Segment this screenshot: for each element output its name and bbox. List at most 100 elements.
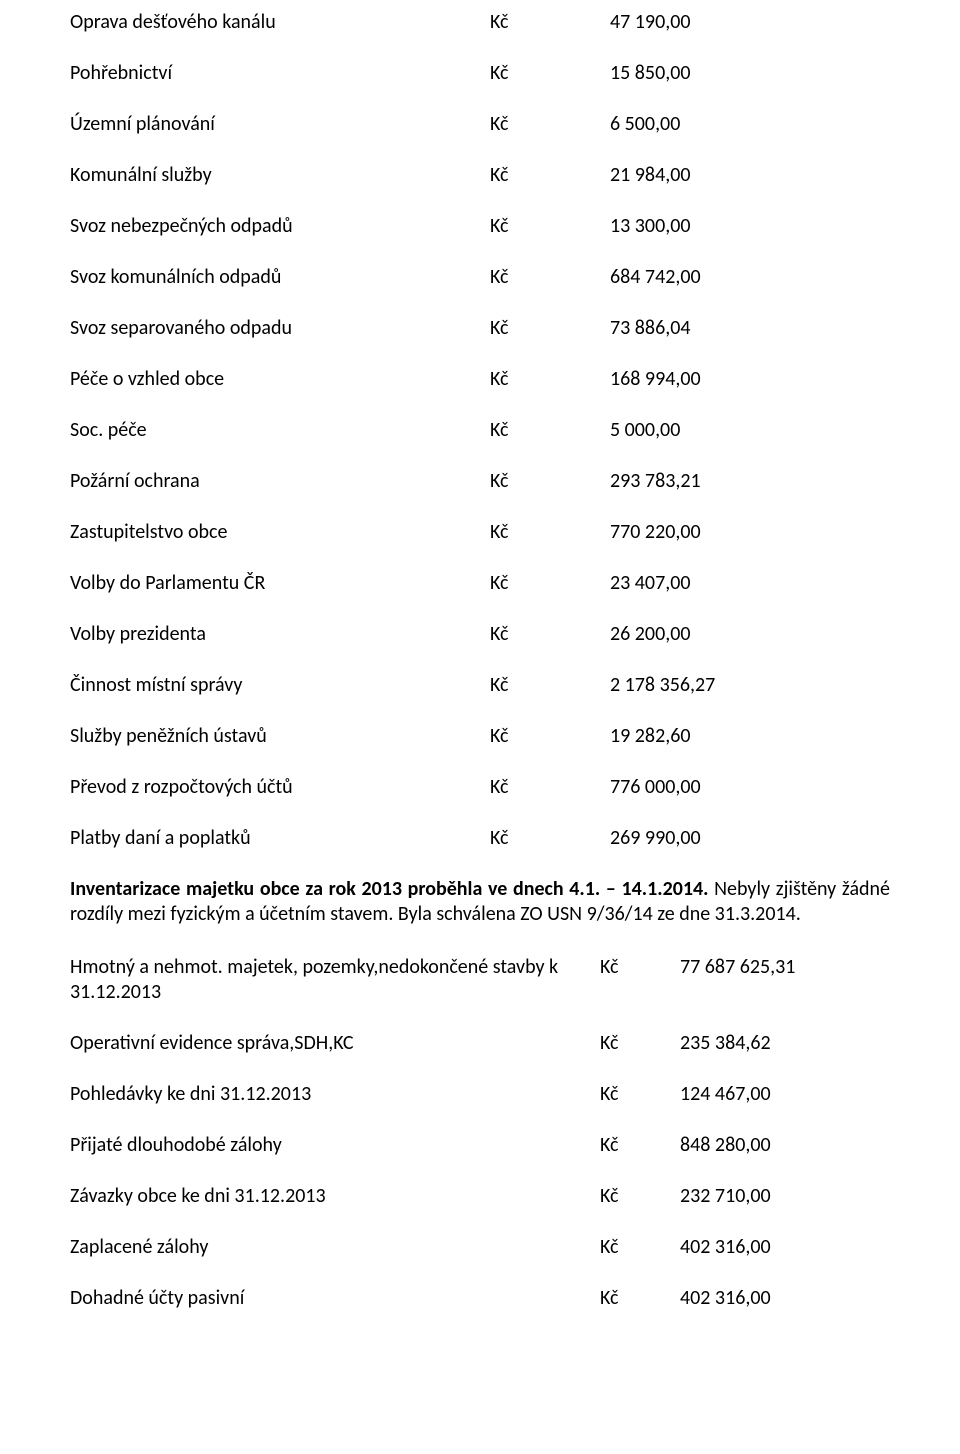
asset-value: 848 280,00 <box>660 1133 890 1158</box>
expense-label: Volby do Parlamentu ČR <box>70 571 490 596</box>
expense-label: Volby prezidenta <box>70 622 490 647</box>
asset-row: Přijaté dlouhodobé zálohyKč848 280,00 <box>70 1133 890 1158</box>
expense-row: Volby prezidentaKč26 200,00 <box>70 622 890 647</box>
expense-value: 26 200,00 <box>590 622 890 647</box>
asset-row: Operativní evidence správa,SDH,KCKč235 3… <box>70 1031 890 1056</box>
expense-value: 21 984,00 <box>590 163 890 188</box>
expense-row: Volby do Parlamentu ČRKč23 407,00 <box>70 571 890 596</box>
expense-row: Služby peněžních ústavůKč19 282,60 <box>70 724 890 749</box>
expense-value: 293 783,21 <box>590 469 890 494</box>
expense-value: 6 500,00 <box>590 112 890 137</box>
expense-row: Oprava dešťového kanáluKč47 190,00 <box>70 10 890 35</box>
expense-label: Komunální služby <box>70 163 490 188</box>
expense-value: 19 282,60 <box>590 724 890 749</box>
expense-label: Svoz nebezpečných odpadů <box>70 214 490 239</box>
expense-row: Komunální službyKč21 984,00 <box>70 163 890 188</box>
currency-label: Kč <box>490 10 590 35</box>
asset-label: Operativní evidence správa,SDH,KC <box>70 1031 600 1056</box>
asset-row: Dohadné účty pasivníKč402 316,00 <box>70 1286 890 1311</box>
expense-value: 770 220,00 <box>590 520 890 545</box>
expense-row: Péče o vzhled obceKč168 994,00 <box>70 367 890 392</box>
expense-row: Převod z rozpočtových účtůKč776 000,00 <box>70 775 890 800</box>
currency-label: Kč <box>490 316 590 341</box>
expense-label: Požární ochrana <box>70 469 490 494</box>
expense-label: Svoz separovaného odpadu <box>70 316 490 341</box>
expense-value: 23 407,00 <box>590 571 890 596</box>
expense-row: PohřebnictvíKč15 850,00 <box>70 61 890 86</box>
expense-row: Činnost místní správyKč2 178 356,27 <box>70 673 890 698</box>
assets-rows: Operativní evidence správa,SDH,KCKč235 3… <box>70 1031 890 1311</box>
assets-header-row: Hmotný a nehmot. majetek, pozemky,nedoko… <box>70 955 890 1005</box>
currency-label: Kč <box>490 61 590 86</box>
asset-row: Pohledávky ke dni 31.12.2013Kč124 467,00 <box>70 1082 890 1107</box>
expense-row: Požární ochranaKč293 783,21 <box>70 469 890 494</box>
asset-row: Závazky obce ke dni 31.12.2013Kč232 710,… <box>70 1184 890 1209</box>
asset-label: Přijaté dlouhodobé zálohy <box>70 1133 600 1158</box>
asset-label: Dohadné účty pasivní <box>70 1286 600 1311</box>
inventory-bold-lead: Inventarizace majetku obce za rok 2013 p… <box>70 877 708 901</box>
currency-label: Kč <box>600 1082 660 1107</box>
currency-label: Kč <box>600 955 660 1005</box>
currency-label: Kč <box>490 469 590 494</box>
currency-label: Kč <box>600 1286 660 1311</box>
currency-label: Kč <box>600 1184 660 1209</box>
expense-label: Svoz komunálních odpadů <box>70 265 490 290</box>
expense-value: 73 886,04 <box>590 316 890 341</box>
expense-row: Soc. péčeKč5 000,00 <box>70 418 890 443</box>
expense-value: 13 300,00 <box>590 214 890 239</box>
currency-label: Kč <box>490 520 590 545</box>
expense-label: Platby daní a poplatků <box>70 826 490 851</box>
asset-label: Pohledávky ke dni 31.12.2013 <box>70 1082 600 1107</box>
asset-value: 124 467,00 <box>660 1082 890 1107</box>
expense-label: Převod z rozpočtových účtů <box>70 775 490 800</box>
expense-value: 269 990,00 <box>590 826 890 851</box>
expense-value: 2 178 356,27 <box>590 673 890 698</box>
expense-row: Svoz komunálních odpadůKč684 742,00 <box>70 265 890 290</box>
expense-label: Činnost místní správy <box>70 673 490 698</box>
expense-row: Svoz nebezpečných odpadůKč13 300,00 <box>70 214 890 239</box>
currency-label: Kč <box>490 418 590 443</box>
asset-value: 235 384,62 <box>660 1031 890 1056</box>
inventory-paragraph: Inventarizace majetku obce za rok 2013 p… <box>70 877 890 927</box>
expense-row: Územní plánováníKč6 500,00 <box>70 112 890 137</box>
currency-label: Kč <box>490 673 590 698</box>
currency-label: Kč <box>490 622 590 647</box>
expense-value: 684 742,00 <box>590 265 890 290</box>
expense-label: Zastupitelstvo obce <box>70 520 490 545</box>
asset-label: Zaplacené zálohy <box>70 1235 600 1260</box>
asset-value: 402 316,00 <box>660 1286 890 1311</box>
currency-label: Kč <box>490 265 590 290</box>
expense-label: Služby peněžních ústavů <box>70 724 490 749</box>
assets-header-label: Hmotný a nehmot. majetek, pozemky,nedoko… <box>70 955 600 1005</box>
currency-label: Kč <box>600 1133 660 1158</box>
expense-value: 47 190,00 <box>590 10 890 35</box>
currency-label: Kč <box>600 1235 660 1260</box>
currency-label: Kč <box>490 775 590 800</box>
assets-header-value: 77 687 625,31 <box>660 955 890 1005</box>
expense-label: Územní plánování <box>70 112 490 137</box>
currency-label: Kč <box>490 163 590 188</box>
expense-row: Zastupitelstvo obceKč770 220,00 <box>70 520 890 545</box>
expense-label: Pohřebnictví <box>70 61 490 86</box>
asset-value: 402 316,00 <box>660 1235 890 1260</box>
currency-label: Kč <box>490 826 590 851</box>
expense-row: Platby daní a poplatkůKč269 990,00 <box>70 826 890 851</box>
asset-value: 232 710,00 <box>660 1184 890 1209</box>
currency-label: Kč <box>490 367 590 392</box>
expense-value: 168 994,00 <box>590 367 890 392</box>
expense-label: Soc. péče <box>70 418 490 443</box>
expense-items: Oprava dešťového kanáluKč47 190,00Pohřeb… <box>70 10 890 851</box>
expense-value: 776 000,00 <box>590 775 890 800</box>
asset-row: Zaplacené zálohyKč402 316,00 <box>70 1235 890 1260</box>
expense-label: Oprava dešťového kanálu <box>70 10 490 35</box>
currency-label: Kč <box>490 724 590 749</box>
expense-value: 15 850,00 <box>590 61 890 86</box>
currency-label: Kč <box>600 1031 660 1056</box>
asset-label: Závazky obce ke dni 31.12.2013 <box>70 1184 600 1209</box>
expense-value: 5 000,00 <box>590 418 890 443</box>
currency-label: Kč <box>490 571 590 596</box>
currency-label: Kč <box>490 214 590 239</box>
expense-row: Svoz separovaného odpaduKč73 886,04 <box>70 316 890 341</box>
expense-label: Péče o vzhled obce <box>70 367 490 392</box>
currency-label: Kč <box>490 112 590 137</box>
